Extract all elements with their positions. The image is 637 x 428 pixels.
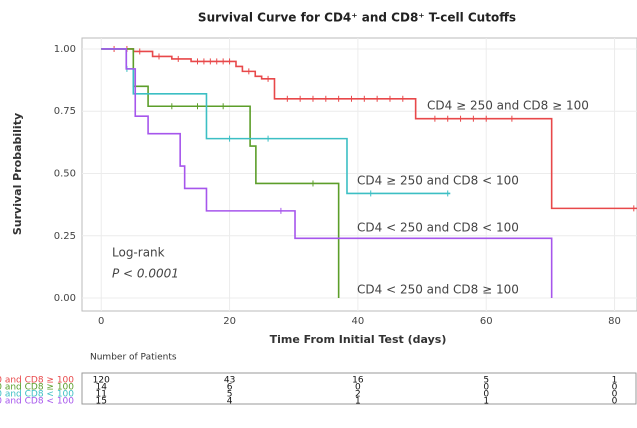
risk-count: 0 (483, 390, 489, 400)
y-tick-label: 0.25 (54, 231, 76, 242)
risk-count: 4 (227, 397, 233, 407)
survival-curve (101, 48, 637, 210)
chart-title: Survival Curve for CD4⁺ and CD8⁺ T-cell … (198, 11, 516, 25)
risk-row-label: CD4 ≥ 250 and CD8 < 100 (0, 390, 74, 400)
risk-count: 11 (96, 390, 107, 400)
risk-count: 0 (483, 383, 489, 393)
risk-count: 16 (352, 376, 364, 386)
curve-label: CD4 ≥ 250 and CD8 < 100 (357, 174, 519, 188)
risk-count: 15 (96, 397, 107, 407)
curve-label: CD4 < 250 and CD8 < 100 (357, 221, 519, 235)
curve-label: CD4 ≥ 250 and CD8 ≥ 100 (427, 99, 589, 113)
y-axis-title: Survival Probability (11, 113, 24, 235)
x-tick-label: 20 (223, 316, 236, 327)
x-axis-title: Time From Initial Test (days) (270, 333, 447, 346)
y-tick-label: 0.50 (54, 169, 76, 180)
x-tick-label: 0 (98, 316, 104, 327)
risk-count: 0 (612, 383, 618, 393)
risk-table-box (81, 372, 637, 405)
risk-count: 120 (93, 376, 110, 386)
plot-panel (81, 37, 637, 312)
annotation: Log-rank (112, 246, 165, 260)
risk-count: 6 (227, 383, 233, 393)
plot-area (101, 45, 637, 299)
survival-curve (101, 48, 553, 299)
risk-count: 43 (224, 376, 235, 386)
risk-count: 0 (612, 397, 618, 407)
risk-count: 5 (483, 376, 489, 386)
risk-count: 2 (355, 390, 361, 400)
annotation: P < 0.0001 (112, 267, 179, 281)
x-tick-label: 40 (352, 316, 365, 327)
risk-count: 0 (355, 383, 361, 393)
curve-label: CD4 < 250 and CD8 ≥ 100 (357, 283, 519, 297)
y-tick-label: 0.00 (54, 293, 76, 304)
risk-count: 1 (483, 397, 489, 407)
risk-count: 5 (227, 390, 233, 400)
x-tick-label: 80 (608, 316, 621, 327)
risk-count: 0 (612, 390, 618, 400)
grid (82, 38, 637, 311)
risk-row-label: CD4 < 250 and CD8 ≥ 100 (0, 383, 74, 393)
risk-count: 1 (612, 376, 618, 386)
risk-row-label: CD4 < 250 and CD8 < 100 (0, 397, 74, 407)
risk-table-title: Number of Patients (90, 353, 177, 363)
risk-count: 1 (355, 397, 361, 407)
x-tick-label: 60 (480, 316, 493, 327)
y-tick-label: 0.75 (54, 106, 76, 117)
risk-count: 14 (96, 383, 108, 393)
risk-row-label: CD4 ≥ 250 and CD8 ≥ 100 (0, 376, 74, 386)
y-tick-label: 1.00 (54, 44, 76, 55)
